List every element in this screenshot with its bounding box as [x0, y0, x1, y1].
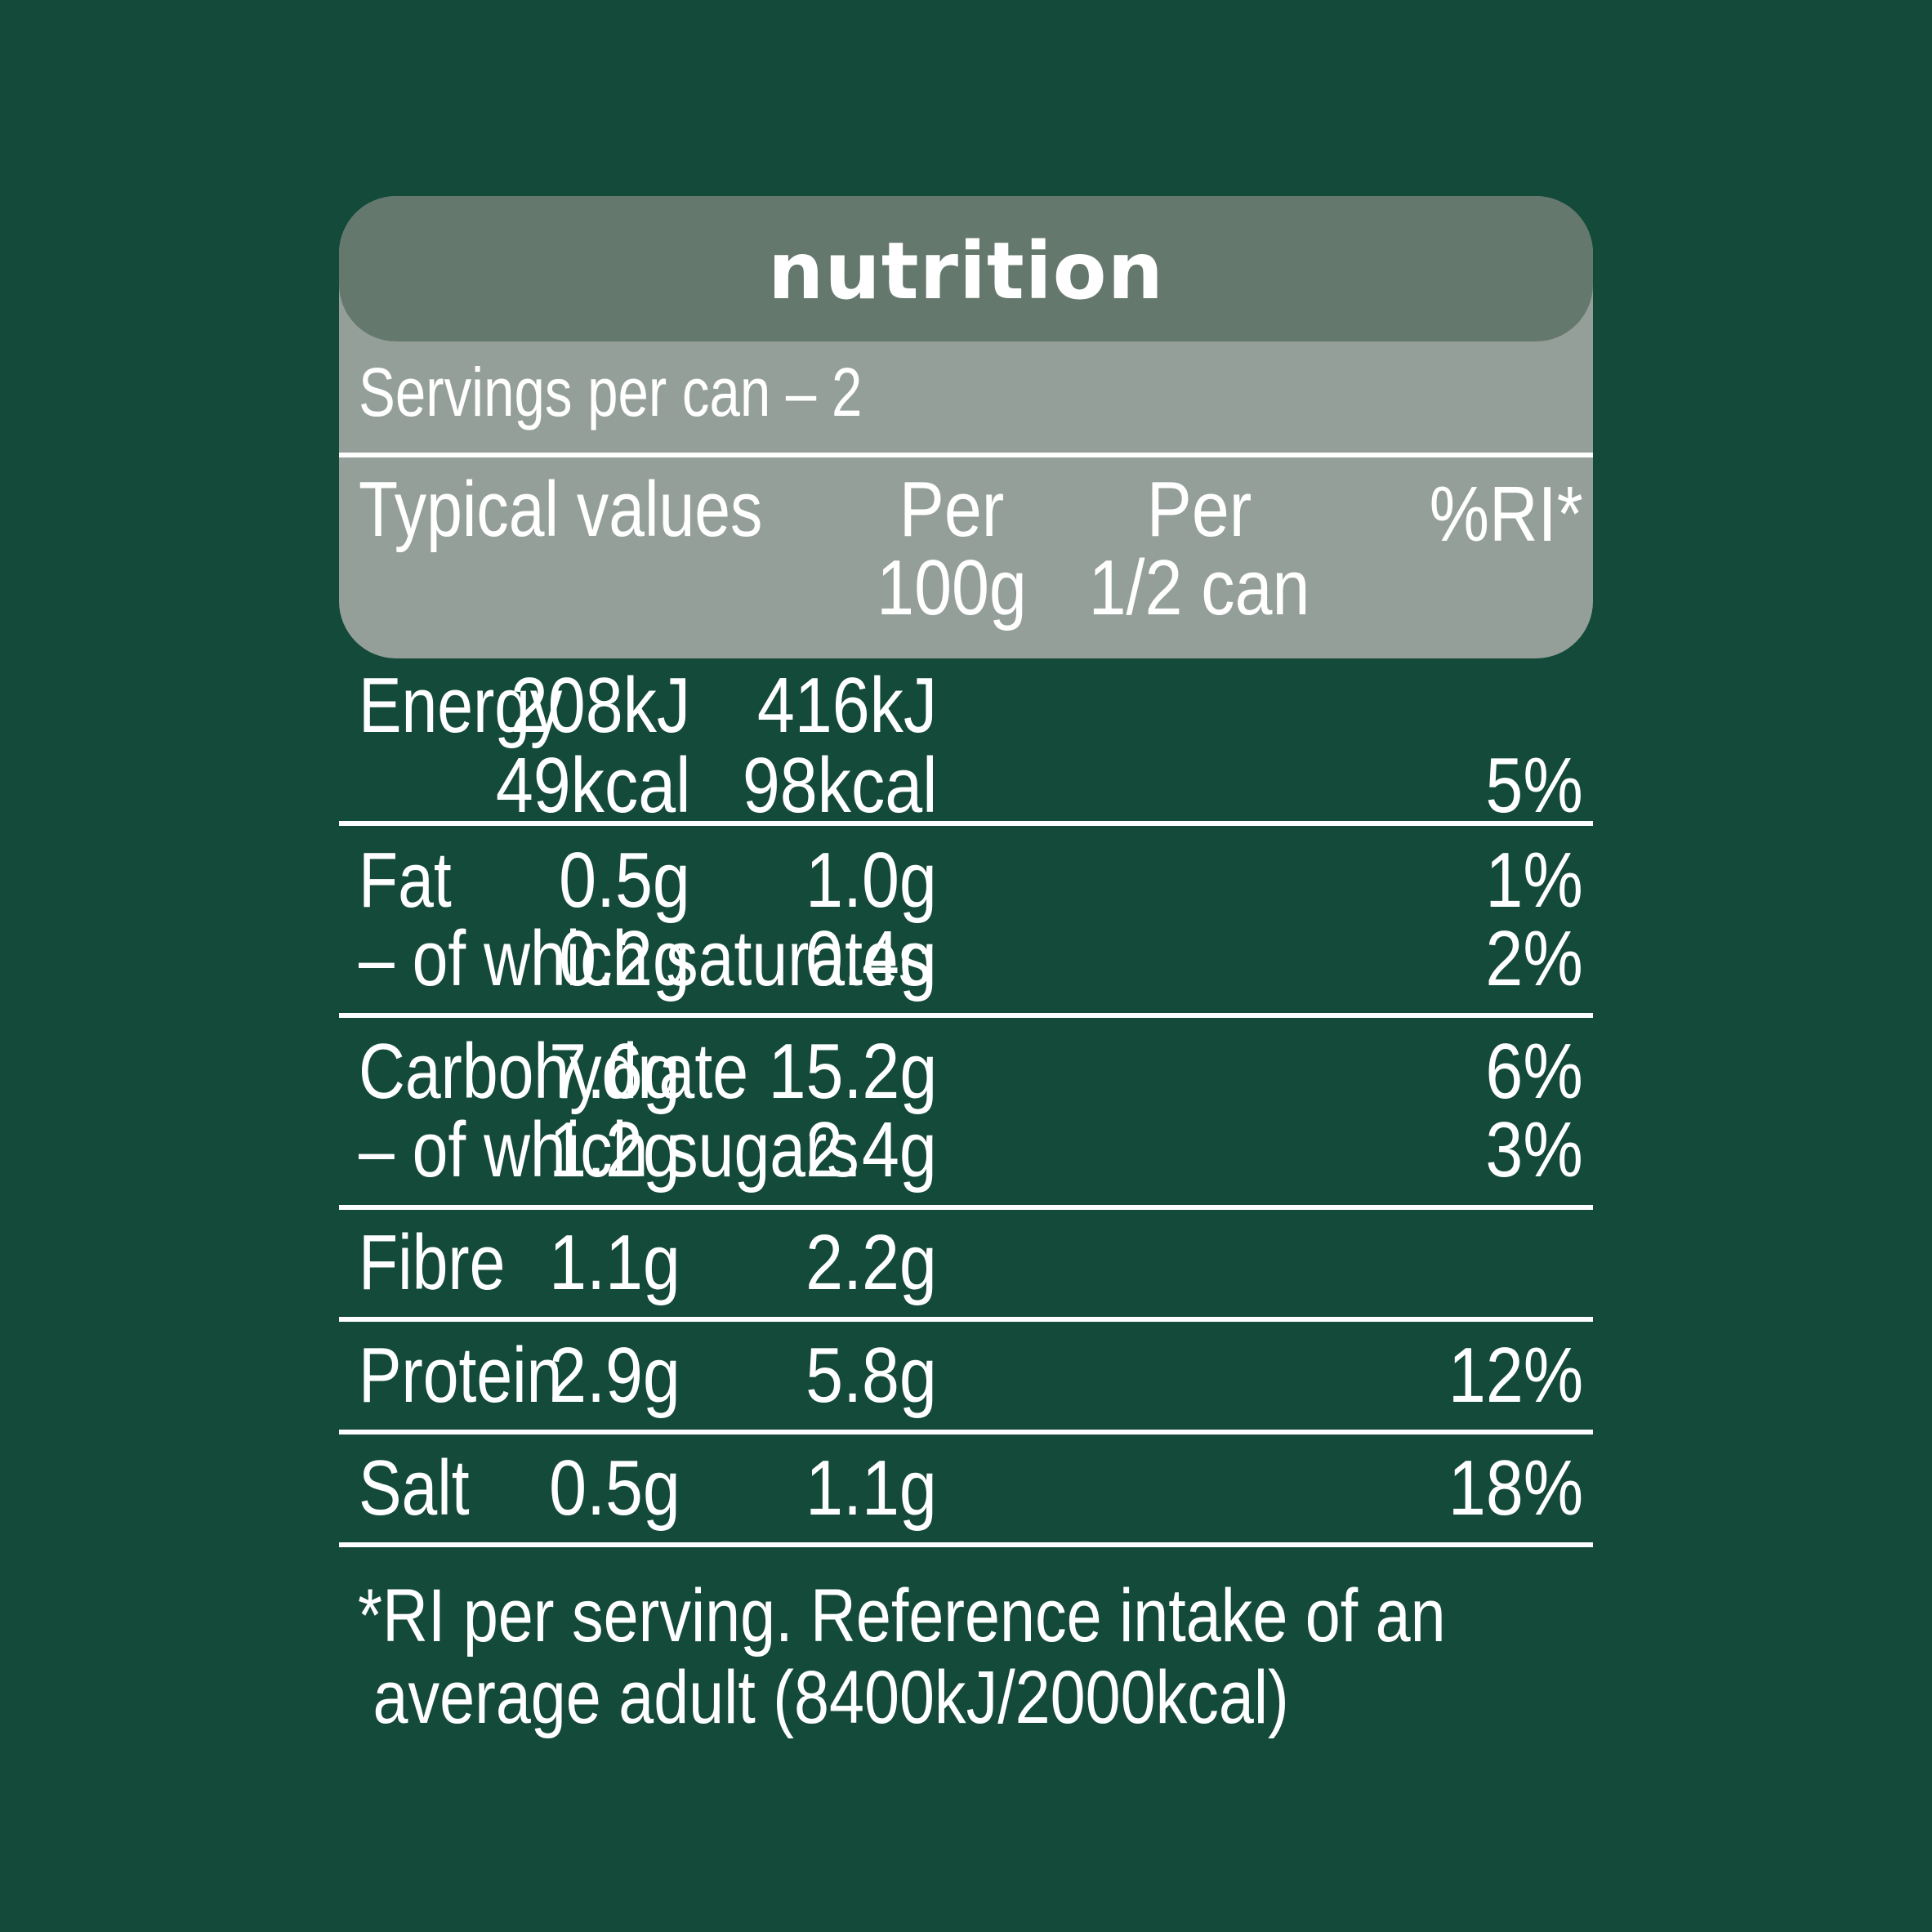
divider-after-carbohydrate [339, 1205, 1593, 1210]
protein-per100: 2.9g [549, 1332, 680, 1419]
saturates-per100: 0.2g [559, 915, 690, 1002]
nutrition-title: nutrition [768, 225, 1164, 317]
fat-perhalf: 1.0g [805, 837, 937, 924]
energy-per100-kj: 208kJ [510, 662, 690, 749]
title-bar: nutrition [339, 196, 1593, 341]
carbohydrate-ri: 6% [1485, 1028, 1583, 1115]
fat-ri: 1% [1485, 837, 1583, 924]
divider-after-protein [339, 1430, 1593, 1434]
sugars-per100: 1.2g [549, 1106, 680, 1194]
row-label-sugars: – of which sugars [359, 1106, 859, 1194]
sugars-ri: 3% [1485, 1106, 1583, 1194]
protein-ri: 12% [1448, 1332, 1583, 1419]
nutrition-panel: nutrition Servings per can – 2 Typical v… [339, 196, 1593, 658]
column-header-typical-values: Typical values [359, 466, 763, 553]
fibre-per100: 1.1g [549, 1219, 680, 1306]
row-label-protein: Protein [359, 1332, 563, 1419]
divider-after-fat [339, 1013, 1593, 1018]
protein-perhalf: 5.8g [805, 1332, 937, 1419]
header-divider [339, 453, 1593, 457]
divider-after-energy [339, 821, 1593, 826]
divider-after-salt [339, 1542, 1593, 1547]
nutrition-rows: Energy 208kJ 49kcal 416kJ 98kcal 5% Fat … [339, 0, 1593, 1932]
salt-perhalf: 1.1g [805, 1444, 937, 1532]
row-label-carbohydrate: Carbohydrate [359, 1028, 748, 1115]
column-header-ri: %RI* [1429, 471, 1583, 558]
row-label-fat: Fat [359, 837, 452, 924]
fibre-perhalf: 2.2g [805, 1219, 937, 1306]
carbohydrate-per100: 7.6g [549, 1028, 680, 1115]
saturates-perhalf: 0.4g [805, 915, 937, 1002]
row-label-saturates: – of which saturates [359, 915, 931, 1002]
row-label-salt: Salt [359, 1444, 470, 1532]
sugars-perhalf: 2.4g [805, 1106, 937, 1194]
energy-per100-kcal: 49kcal [495, 742, 690, 829]
row-label-fibre: Fibre [359, 1219, 506, 1306]
salt-ri: 18% [1448, 1444, 1583, 1532]
divider-after-fibre [339, 1317, 1593, 1322]
row-label-energy: Energy [359, 662, 563, 749]
footnote-line-1: *RI per serving. Reference intake of an [358, 1574, 1446, 1658]
fat-per100: 0.5g [559, 837, 690, 924]
servings-per-can: Servings per can – 2 [359, 354, 863, 431]
footnote-line-2: average adult (8400kJ/2000kcal) [373, 1656, 1289, 1739]
salt-per100: 0.5g [549, 1444, 680, 1532]
saturates-ri: 2% [1485, 915, 1583, 1002]
energy-perhalf-kcal: 98kcal [742, 742, 937, 829]
carbohydrate-perhalf: 15.2g [768, 1028, 937, 1115]
energy-ri: 5% [1485, 742, 1583, 829]
nutrition-header: nutrition Servings per can – 2 Typical v… [339, 196, 1593, 658]
energy-perhalf-kj: 416kJ [756, 662, 937, 749]
ri-footnote: *RI per serving. Reference intake of an … [358, 1575, 1446, 1738]
